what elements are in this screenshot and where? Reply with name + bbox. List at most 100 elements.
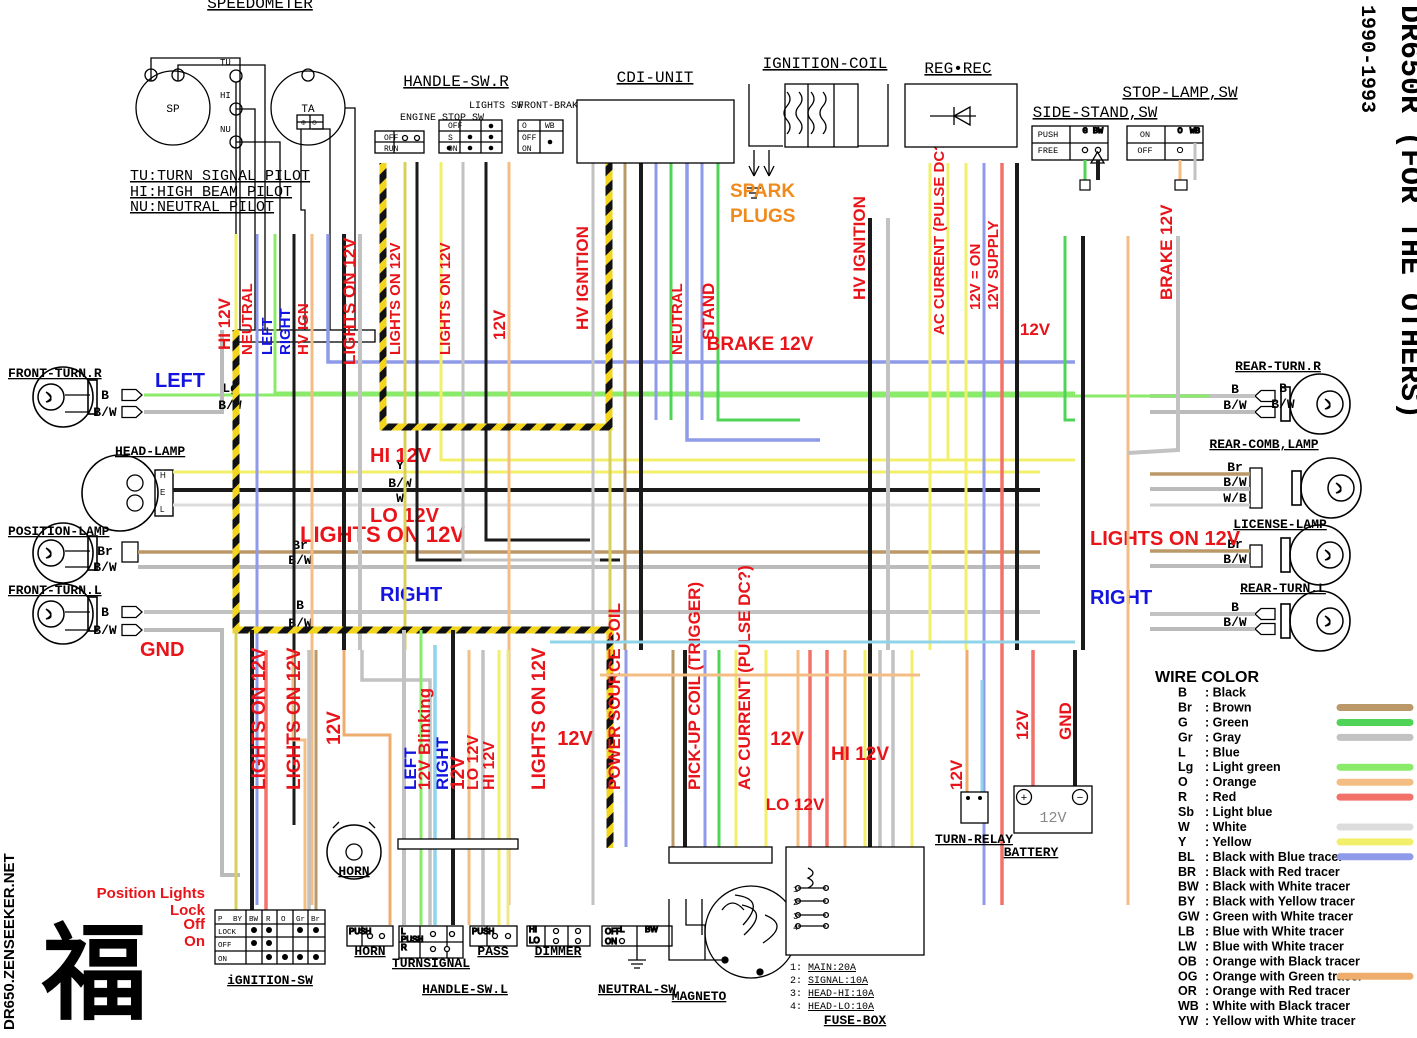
svg-text:BL: BL bbox=[1178, 850, 1195, 864]
svg-text:GND: GND bbox=[140, 639, 184, 661]
svg-text:LO 12V: LO 12V bbox=[465, 735, 482, 790]
svg-text:福: 福 bbox=[41, 916, 147, 1033]
svg-text:iGNITION-SW: iGNITION-SW bbox=[227, 973, 313, 988]
svg-text:LO 12V: LO 12V bbox=[766, 795, 825, 814]
svg-text:TURNSIGNAL: TURNSIGNAL bbox=[392, 956, 470, 971]
svg-text:: Light blue: : Light blue bbox=[1205, 805, 1272, 819]
svg-text:NEUTRAL: NEUTRAL bbox=[669, 283, 686, 355]
svg-text:G: G bbox=[1178, 716, 1188, 730]
svg-text:LIGHTS SW: LIGHTS SW bbox=[469, 101, 523, 112]
svg-text:BY: BY bbox=[1178, 895, 1196, 909]
svg-text:3: 3 bbox=[793, 912, 798, 922]
svg-text:HI 12V: HI 12V bbox=[370, 445, 432, 467]
svg-text:On: On bbox=[184, 933, 205, 950]
svg-text:FUSE-BOX: FUSE-BOX bbox=[824, 1013, 887, 1028]
svg-text:HEAD-LAMP: HEAD-LAMP bbox=[115, 444, 185, 459]
svg-text:Br: Br bbox=[97, 544, 113, 559]
svg-text:ON: ON bbox=[448, 145, 458, 154]
svg-text:PICK-UP COIL (TRIGGER): PICK-UP COIL (TRIGGER) bbox=[685, 582, 704, 790]
svg-text:2: SIGNAL:10A: 2: SIGNAL:10A bbox=[790, 976, 868, 987]
svg-text:B/W: B/W bbox=[1271, 397, 1295, 412]
svg-text:REAR-TURN.L: REAR-TURN.L bbox=[1240, 581, 1326, 596]
svg-text:HV IGN: HV IGN bbox=[295, 303, 312, 355]
svg-text:S: S bbox=[448, 134, 453, 143]
svg-text:R: R bbox=[401, 943, 407, 952]
svg-text:GW: GW bbox=[1178, 910, 1200, 924]
svg-text:: Yellow: : Yellow bbox=[1205, 835, 1252, 849]
svg-text:LIGHTS ON 12V: LIGHTS ON 12V bbox=[529, 647, 550, 790]
svg-text:ON: ON bbox=[1140, 130, 1150, 140]
svg-text:LIGHTS ON 12V: LIGHTS ON 12V bbox=[249, 647, 270, 790]
svg-text:NEUTRAL-SW: NEUTRAL-SW bbox=[598, 982, 676, 997]
svg-text:OB: OB bbox=[1178, 954, 1197, 968]
svg-text:OG: OG bbox=[1178, 969, 1197, 983]
svg-text:BR: BR bbox=[1178, 865, 1196, 879]
svg-text:REG•REC: REG•REC bbox=[924, 60, 991, 78]
svg-text:TU: TU bbox=[220, 58, 231, 68]
svg-text:REAR-TURN.R: REAR-TURN.R bbox=[1235, 359, 1321, 374]
svg-text:PLUGS: PLUGS bbox=[730, 206, 795, 227]
svg-text:HV IGNITION: HV IGNITION bbox=[850, 196, 869, 300]
svg-text:BW: BW bbox=[1093, 126, 1104, 136]
svg-text:HORN: HORN bbox=[338, 864, 369, 879]
svg-text:NEUTRAL: NEUTRAL bbox=[239, 283, 256, 355]
svg-text:: Black with Yellow tracer: : Black with Yellow tracer bbox=[1205, 895, 1355, 909]
svg-text:OFF: OFF bbox=[448, 122, 463, 131]
svg-text:LB: LB bbox=[1178, 925, 1195, 939]
svg-text:LW: LW bbox=[1178, 939, 1197, 953]
svg-text:DR650.ZENSEEKER.NET: DR650.ZENSEEKER.NET bbox=[1, 853, 18, 1030]
svg-text:12V = ON: 12V = ON bbox=[967, 244, 984, 310]
svg-text:SPEEDOMETER: SPEEDOMETER bbox=[207, 0, 313, 13]
svg-text:GND: GND bbox=[1056, 702, 1075, 740]
svg-text:L: L bbox=[1178, 745, 1186, 759]
svg-text:RIGHT: RIGHT bbox=[277, 308, 294, 355]
svg-text:B/W: B/W bbox=[1223, 552, 1247, 567]
svg-text:3: HEAD-HI:10A: 3: HEAD-HI:10A bbox=[790, 989, 874, 1000]
svg-text:B/W: B/W bbox=[93, 405, 117, 420]
svg-text:⊕: ⊕ bbox=[301, 119, 306, 128]
svg-text:B: B bbox=[1231, 600, 1239, 615]
svg-text:L: L bbox=[160, 505, 165, 514]
svg-text:Off: Off bbox=[183, 916, 206, 933]
svg-text:: Orange with Black tracer: : Orange with Black tracer bbox=[1205, 954, 1360, 968]
svg-text:W/B: W/B bbox=[1223, 491, 1247, 506]
svg-text:BATTERY: BATTERY bbox=[1004, 845, 1059, 860]
svg-text:L: L bbox=[620, 925, 625, 934]
svg-text:12V: 12V bbox=[770, 729, 804, 750]
svg-text:LIGHTS ON 12V: LIGHTS ON 12V bbox=[387, 242, 404, 355]
svg-text:PUSH: PUSH bbox=[401, 935, 423, 944]
svg-text:B/W: B/W bbox=[1223, 475, 1247, 490]
svg-text:2: 2 bbox=[793, 898, 798, 908]
svg-text:: Orange with Red tracer: : Orange with Red tracer bbox=[1205, 984, 1350, 998]
svg-text:Lg: Lg bbox=[1178, 760, 1193, 774]
svg-text:O: O bbox=[1178, 775, 1188, 789]
svg-text:B: B bbox=[296, 598, 304, 613]
svg-text:4: HEAD-LO:10A: 4: HEAD-LO:10A bbox=[790, 1002, 874, 1013]
svg-text:BW: BW bbox=[249, 916, 259, 924]
svg-text:: Brown: : Brown bbox=[1205, 701, 1252, 715]
svg-text:12V: 12V bbox=[557, 728, 593, 750]
svg-text:OFF: OFF bbox=[522, 134, 537, 143]
svg-text:: Blue: : Blue bbox=[1205, 745, 1240, 759]
svg-text:RIGHT: RIGHT bbox=[380, 584, 442, 606]
svg-text:: White: : White bbox=[1205, 820, 1247, 834]
svg-text:POWER SOURCE COIL: POWER SOURCE COIL bbox=[605, 603, 624, 790]
svg-text:ON: ON bbox=[605, 937, 617, 946]
svg-text:: Black: : Black bbox=[1205, 686, 1246, 700]
svg-text:12V SUPPLY: 12V SUPPLY bbox=[985, 221, 1002, 311]
svg-text:RIGHT: RIGHT bbox=[1090, 587, 1152, 609]
svg-text:12V: 12V bbox=[1039, 810, 1066, 827]
svg-text:Gr: Gr bbox=[296, 916, 305, 924]
svg-text:WB: WB bbox=[1190, 126, 1200, 136]
svg-text:: Green with White tracer: : Green with White tracer bbox=[1205, 910, 1353, 924]
svg-text:FRONT-BRAKE: FRONT-BRAKE bbox=[518, 101, 584, 112]
svg-text:1: MAIN:20A: 1: MAIN:20A bbox=[790, 963, 856, 974]
svg-text:HI: HI bbox=[220, 91, 231, 101]
svg-text:TURN-RELAY: TURN-RELAY bbox=[935, 832, 1013, 847]
svg-text:PASS: PASS bbox=[477, 944, 508, 959]
svg-text:BY: BY bbox=[233, 916, 243, 924]
svg-text:STOP-LAMP,SW: STOP-LAMP,SW bbox=[1122, 84, 1238, 102]
svg-text:B: B bbox=[101, 605, 109, 620]
svg-text:BW: BW bbox=[645, 925, 658, 934]
svg-text:IGNITION-COIL: IGNITION-COIL bbox=[763, 55, 888, 73]
